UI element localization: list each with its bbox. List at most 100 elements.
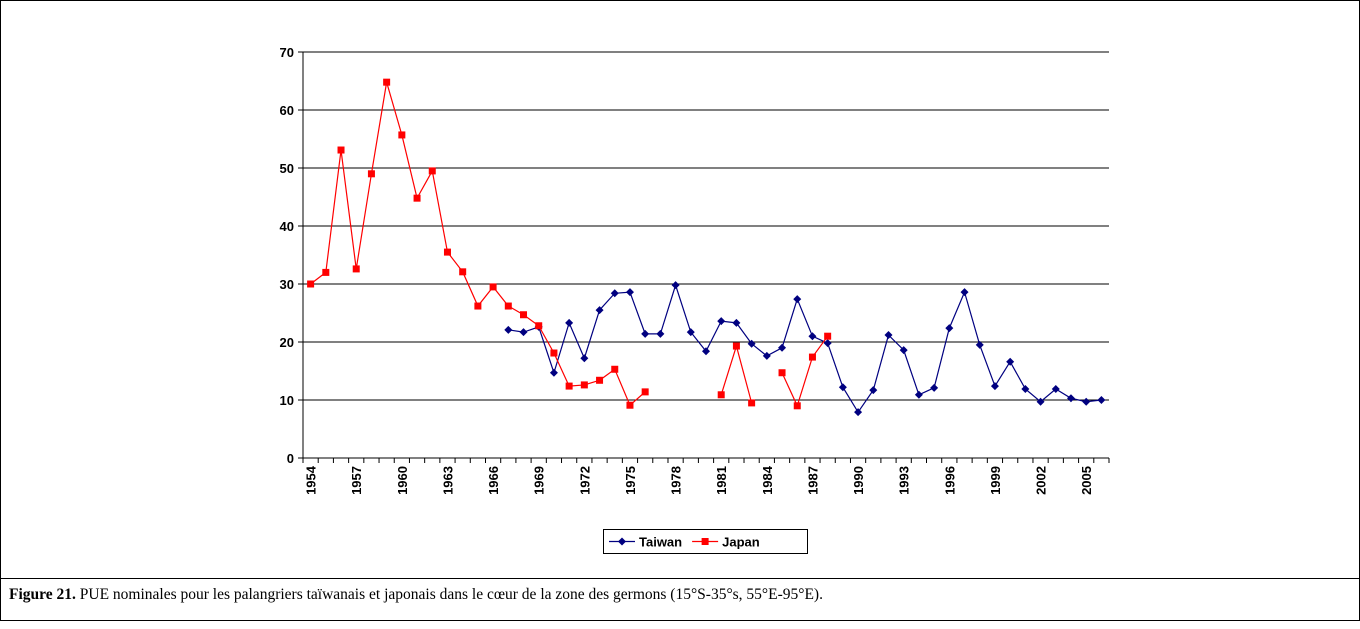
point <box>1051 384 1060 393</box>
point <box>596 376 604 384</box>
x-tick-label: 1969 <box>532 466 547 495</box>
caption-label: Figure 21. <box>9 586 76 603</box>
point <box>367 170 375 178</box>
point <box>428 167 436 175</box>
point <box>626 401 634 409</box>
point <box>474 302 482 310</box>
x-tick-label: 1999 <box>988 466 1003 495</box>
x-tick-label: 1960 <box>395 466 410 495</box>
point <box>717 391 725 399</box>
x-tick-label: 1954 <box>304 465 319 495</box>
point <box>580 381 588 389</box>
x-tick-label: 1981 <box>714 466 729 495</box>
point <box>990 382 999 391</box>
point <box>1006 357 1015 366</box>
point <box>489 283 497 291</box>
x-tick-label: 1978 <box>669 466 684 495</box>
point <box>549 368 558 377</box>
x-tick-label: 1957 <box>349 466 364 495</box>
caption-text: PUE nominales pour les palangriers taïwa… <box>79 586 823 603</box>
point <box>975 340 984 349</box>
point <box>520 311 528 319</box>
legend-marker <box>618 537 626 546</box>
point <box>550 349 558 357</box>
caption: Figure 21. PUE nominales pour les palang… <box>9 586 823 604</box>
x-tick-label: 1966 <box>486 466 501 495</box>
y-tick-label: 50 <box>280 161 294 176</box>
legend-label: Taiwan <box>639 535 682 550</box>
series-line <box>508 283 1102 414</box>
point <box>686 328 695 337</box>
point <box>1097 396 1106 404</box>
point <box>337 146 345 154</box>
point <box>595 306 604 315</box>
y-tick-label: 30 <box>280 277 294 292</box>
point <box>504 302 512 310</box>
point <box>565 318 574 327</box>
point <box>702 347 710 356</box>
point <box>762 351 771 360</box>
point <box>854 408 863 417</box>
legend-marker <box>701 538 709 545</box>
point <box>307 280 315 288</box>
point <box>1066 394 1075 403</box>
point <box>747 339 756 348</box>
point <box>611 365 619 373</box>
x-tick-label: 1987 <box>805 466 820 495</box>
point <box>398 131 406 139</box>
point <box>1036 397 1045 406</box>
point <box>899 346 908 355</box>
point <box>778 369 786 377</box>
point <box>869 386 878 395</box>
point <box>352 265 360 273</box>
point <box>656 329 665 338</box>
point <box>748 399 756 407</box>
point <box>1082 397 1091 406</box>
x-tick-label: 1996 <box>942 466 957 495</box>
point <box>732 318 741 327</box>
y-tick-label: 40 <box>280 219 294 234</box>
point <box>824 332 832 340</box>
x-tick-label: 1990 <box>851 466 866 495</box>
x-tick-label: 1975 <box>623 466 638 495</box>
point <box>945 324 954 333</box>
legend: Taiwan Japan <box>603 529 808 554</box>
point <box>808 332 817 341</box>
point <box>519 328 528 337</box>
point <box>884 331 893 340</box>
point <box>383 78 391 86</box>
point <box>535 322 543 330</box>
point <box>1021 384 1030 393</box>
x-tick-label: 2002 <box>1034 466 1049 495</box>
x-tick-label: 1972 <box>577 466 592 495</box>
point <box>322 268 330 276</box>
x-tick-label: 1984 <box>760 465 775 495</box>
y-tick-label: 20 <box>280 335 294 350</box>
point <box>459 268 467 276</box>
point <box>838 383 847 392</box>
point <box>914 390 923 399</box>
point <box>625 288 634 297</box>
point <box>808 353 816 361</box>
x-tick-label: 1963 <box>440 466 455 495</box>
point <box>793 402 801 410</box>
x-tick-label: 1993 <box>897 466 912 495</box>
point <box>413 194 421 202</box>
point <box>565 382 573 390</box>
point <box>504 325 513 334</box>
legend-label: Japan <box>722 535 760 550</box>
point <box>732 342 740 350</box>
point <box>641 388 649 396</box>
point <box>717 317 726 326</box>
series-line <box>310 81 829 408</box>
point <box>960 288 969 297</box>
point <box>641 329 650 338</box>
y-tick-label: 0 <box>287 451 294 466</box>
point <box>930 383 939 392</box>
x-tick-label: 2005 <box>1079 466 1094 495</box>
point <box>671 281 680 290</box>
point <box>610 289 619 298</box>
